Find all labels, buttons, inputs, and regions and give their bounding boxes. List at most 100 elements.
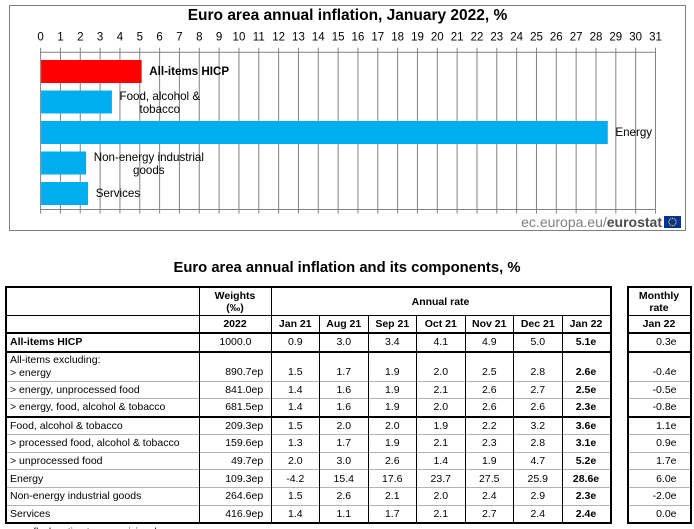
weight-value: 264.6	[225, 490, 252, 503]
eu-flag-icon	[664, 216, 681, 228]
annual-rate-cell: 25.9	[513, 469, 562, 488]
table-row-all-items-hicp: All-items HICP 1000.0 0.9 3.0 3.4 4.1 4.9 5.0 5.…	[5, 332, 692, 352]
row-label: > processed food, alcohol & tobacco	[10, 437, 180, 450]
header-month-cell: Dec 21	[513, 315, 562, 333]
x-axis-tick-label: 0	[37, 32, 43, 44]
bar-label: Energy	[615, 126, 652, 139]
row-label-cell: All-items HICP	[5, 332, 199, 352]
table-gap	[611, 316, 628, 334]
x-axis-tick-label: 8	[196, 32, 202, 44]
annual-rate-cell: 1.4	[416, 451, 465, 470]
annual-rate-cell: 3.0	[319, 332, 368, 352]
monthly-rate-cell: 6.0e	[626, 469, 692, 488]
header-annual-rate-cell: Annual rate	[270, 286, 612, 316]
weight-cell: 1000.0	[198, 332, 271, 352]
annual-rate-cell: 1.9	[416, 415, 465, 435]
x-axis-tick-label: 11	[253, 32, 265, 44]
x-axis-tick-label: 21	[451, 32, 464, 44]
bar-non-energy-industrial-goods	[41, 151, 87, 175]
header-year-cell: 2022	[198, 315, 271, 333]
x-axis-tick-label: 29	[609, 32, 622, 44]
x-axis-tick-label: 2	[77, 32, 83, 44]
bar-label-line: goods	[133, 164, 165, 177]
x-axis-tick-label: 13	[292, 32, 305, 44]
x-axis-tick-label: 7	[176, 32, 182, 44]
row-label-cell: Energy	[5, 469, 199, 488]
bar-label-line: tobacco	[139, 103, 181, 116]
monthly-rate-cell: 0.3e	[626, 332, 692, 352]
jan22-value: 2.3e	[575, 401, 597, 414]
annual-rate-cell: 2.0	[416, 350, 465, 381]
header-month-cell: Oct 21	[416, 315, 465, 333]
bar-label: Non-energy industrial goods	[94, 151, 204, 178]
annual-rate-cell: 2.1	[416, 433, 465, 452]
weight-value: 841.0	[225, 383, 252, 396]
annual-rate-cell: 1.5	[270, 350, 320, 381]
annual-rate-cell: 2.3	[464, 433, 514, 452]
weight-cell: 159.6ep	[198, 433, 271, 452]
header-month-cell: Aug 21	[319, 315, 368, 333]
x-axis-tick-label: 31	[649, 32, 662, 44]
weight-flag: ep	[251, 419, 264, 432]
weight-cell: 264.6ep	[198, 487, 271, 506]
table-gap	[611, 333, 628, 352]
annual-rate-cell: 2.4	[513, 504, 562, 524]
header-monthly-rate-cell: Monthly rate	[626, 286, 692, 316]
table-gap	[611, 488, 628, 506]
annual-rate-cell: 2.4	[464, 487, 514, 506]
bar-food-alcohol-tobacco	[41, 90, 112, 114]
x-axis-tick-label: 20	[431, 32, 444, 44]
table-row-energy-food-alcohol-tobacco: > energy, food, alcohol & tobacco 681.5ep…	[5, 398, 692, 417]
annual-rate-cell: 1.9	[367, 433, 417, 452]
header-empty-cell	[5, 286, 199, 316]
annual-rate-jan22-cell: 2.3e	[561, 487, 612, 506]
annual-rate-jan22-cell: 3.1e	[561, 433, 612, 452]
annual-rate-cell: 2.6	[513, 398, 562, 417]
annual-rate-cell: 1.7	[319, 433, 368, 452]
eurostat-watermark: ec.europa.eu/eurostat	[521, 215, 681, 229]
table-gap	[611, 381, 628, 399]
annual-rate-cell: 1.4	[270, 380, 320, 399]
monthly-rate-cell: 1.7e	[626, 451, 692, 470]
annual-rate-cell: 2.8	[513, 433, 562, 452]
annual-rate-cell: 1.9	[367, 398, 417, 417]
x-axis-tick-label: 9	[216, 32, 222, 44]
bar-all-items-hicp	[41, 60, 142, 83]
jan22-value: 2.3e	[575, 490, 597, 503]
x-axis-tick-label: 30	[629, 32, 642, 44]
annual-rate-cell: 1.3	[270, 433, 320, 452]
monthly-rate-cell: -0.4e	[626, 350, 692, 381]
bar-label: All-items HICP	[149, 65, 229, 78]
table-footnote: e flash estimate, p provisional	[25, 527, 157, 529]
weight-value: 890.7	[225, 365, 252, 378]
header-weights-cell: Weights (‰)	[198, 286, 271, 316]
weight-flag: ep	[251, 365, 264, 378]
inflation-table: Weights (‰) Annual rate Monthly rate 202…	[5, 286, 692, 524]
annual-rate-cell: 2.0	[270, 451, 320, 470]
annual-rate-cell: 2.1	[416, 504, 465, 524]
weight-cell: 681.5ep	[198, 398, 271, 417]
watermark-url-text: ec.europa.eu/	[521, 214, 607, 230]
table-gap	[611, 505, 628, 523]
weight-flag: ep	[251, 472, 264, 485]
annual-rate-cell: 23.7	[416, 469, 465, 488]
row-label-cell: Services	[5, 504, 199, 524]
annual-rate-cell: 1.5	[270, 415, 320, 435]
monthly-rate-cell: 0.9e	[626, 433, 692, 452]
bar-energy	[41, 121, 608, 144]
x-axis-tick-label: 14	[312, 32, 325, 44]
annual-rate-cell: 2.9	[513, 487, 562, 506]
annual-rate-cell: 2.8	[513, 350, 562, 381]
row-label: Food, alcohol & tobacco	[10, 419, 123, 432]
annual-rate-cell: 2.0	[416, 487, 465, 506]
weight-value: 109.3	[225, 472, 252, 485]
x-axis-tick-label: 5	[137, 32, 143, 44]
annual-rate-cell: 1.9	[367, 350, 417, 381]
x-axis-tick-label: 17	[371, 32, 384, 44]
annual-rate-cell: 1.9	[367, 380, 417, 399]
bar-label-line: Energy	[615, 125, 653, 139]
annual-rate-cell: 4.9	[464, 332, 514, 352]
table-header-row-2: 2022 Jan 21 Aug 21 Sep 21 Oct 21 Nov 21 …	[5, 315, 692, 334]
header-monthly-month-cell: Jan 22	[626, 315, 692, 333]
